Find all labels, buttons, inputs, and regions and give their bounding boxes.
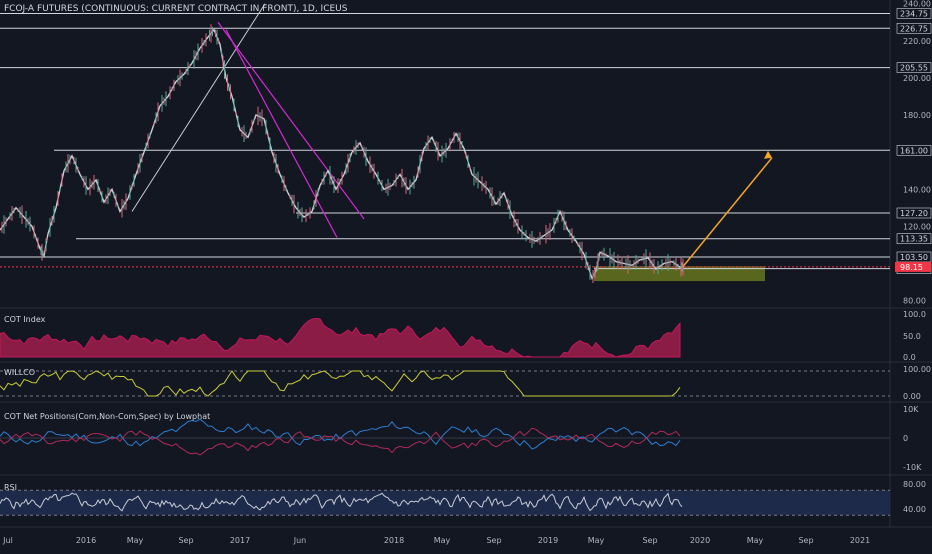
trendline-resistance-steep bbox=[225, 29, 338, 238]
x-tick-label: Sep bbox=[798, 536, 813, 545]
cot-index-tick: 100.0 bbox=[903, 310, 926, 319]
y-tick-label: 140.00 bbox=[903, 185, 931, 194]
level-price-label: 127.20 bbox=[900, 209, 928, 218]
cot-noncommercial-line bbox=[0, 427, 681, 456]
level-price-label: 161.00 bbox=[900, 146, 928, 155]
projection-arrow bbox=[680, 157, 773, 270]
cot-net-label: COT Net Positions(Com,Non-Com,Spec) by L… bbox=[4, 412, 211, 421]
cot-index-tick: 50.0 bbox=[903, 332, 921, 341]
x-tick-label: May bbox=[588, 536, 605, 545]
x-tick-label: Sep bbox=[178, 536, 193, 545]
willco-label: WILLCO bbox=[4, 368, 36, 377]
willco-tick: 0.00 bbox=[903, 392, 921, 401]
y-tick-label: 80.00 bbox=[903, 297, 926, 306]
level-price-tag bbox=[896, 233, 932, 244]
level-price-label: 205.55 bbox=[900, 64, 928, 73]
cot-net-tick: 10K bbox=[903, 405, 919, 414]
level-price-label: 103.50 bbox=[900, 253, 928, 262]
level-price-label: 234.75 bbox=[900, 9, 928, 18]
x-tick-label: 2016 bbox=[76, 536, 96, 545]
y-tick-label: 200.00 bbox=[903, 74, 931, 83]
x-tick-label: May bbox=[747, 536, 764, 545]
x-tick-label: Sep bbox=[486, 536, 501, 545]
x-tick-label: 2017 bbox=[230, 536, 250, 545]
x-tick-label: 2021 bbox=[850, 536, 870, 545]
y-tick-label: 120.00 bbox=[903, 222, 931, 231]
level-price-label: 226.75 bbox=[900, 24, 928, 33]
y-tick-label: 220.00 bbox=[903, 37, 931, 46]
x-tick-label: Sep bbox=[642, 536, 657, 545]
level-price-tag bbox=[896, 62, 932, 73]
level-price-tag bbox=[896, 22, 932, 34]
projection-arrow-head bbox=[764, 150, 772, 159]
x-tick-label: May bbox=[127, 536, 144, 545]
rsi-band bbox=[0, 490, 890, 516]
cot-net-tick: -10K bbox=[903, 463, 922, 472]
level-price-tag bbox=[896, 8, 932, 19]
chart-title: FCOJ-A FUTURES (CONTINUOUS: CURRENT CONT… bbox=[4, 4, 348, 14]
cot-commercial-line bbox=[0, 418, 681, 450]
rsi-line bbox=[0, 492, 683, 512]
cot-index-label: COT Index bbox=[4, 315, 46, 324]
current-price-label: 98.15 bbox=[900, 263, 923, 272]
trendline-support bbox=[131, 3, 266, 212]
x-tick-label: Jun bbox=[293, 536, 307, 545]
cot-index-area bbox=[0, 317, 681, 358]
willco-line bbox=[0, 370, 681, 397]
support-zone bbox=[594, 266, 765, 282]
y-tick-label: 180.00 bbox=[903, 111, 931, 120]
x-tick-label: Jul bbox=[2, 536, 13, 545]
cot-index-tick: 0.0 bbox=[903, 353, 916, 362]
current-price-tag bbox=[895, 261, 931, 272]
level-price-label: 113.35 bbox=[900, 235, 928, 244]
trendline-resistance bbox=[217, 21, 365, 220]
x-tick-label: 2019 bbox=[538, 536, 558, 545]
y-tick-label: 240.00 bbox=[903, 0, 931, 9]
rsi-tick: 40.00 bbox=[903, 505, 926, 514]
rsi-label: RSI bbox=[4, 483, 17, 492]
x-tick-label: 2018 bbox=[384, 536, 404, 545]
x-tick-label: 2020 bbox=[690, 536, 710, 545]
level-price-tag bbox=[896, 207, 932, 219]
rsi-tick: 80.00 bbox=[903, 480, 926, 489]
cot-net-tick: 0 bbox=[903, 434, 908, 443]
willco-tick: 100.00 bbox=[903, 365, 931, 374]
level-price-tag bbox=[896, 144, 932, 156]
x-tick-label: May bbox=[434, 536, 451, 545]
